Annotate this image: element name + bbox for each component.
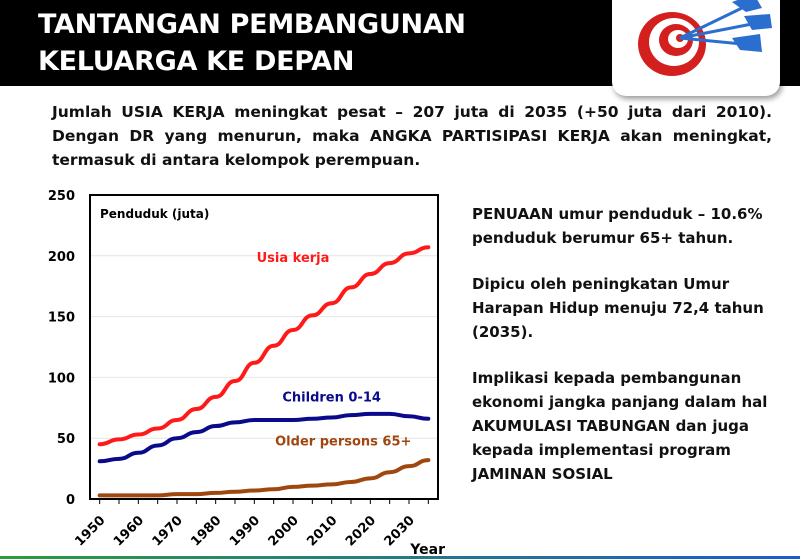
bottom-rule — [0, 556, 800, 559]
y-tick-label: 200 — [48, 250, 75, 265]
note-implications: Implikasi kepada pembangunan ekonomi jan… — [472, 369, 768, 483]
series-label: Older persons 65+ — [275, 434, 411, 449]
side-notes: PENUAAN umur penduduk – 10.6% penduduk b… — [472, 202, 782, 508]
x-tick-label: 2000 — [266, 513, 302, 549]
x-tick-label: 1950 — [72, 513, 108, 549]
y-tick-label: 250 — [48, 189, 75, 204]
x-axis-label: Year — [409, 542, 445, 558]
series-line — [97, 245, 431, 447]
plot-frame — [89, 194, 439, 500]
series-label: Children 0-14 — [282, 391, 381, 406]
x-tick-label: 1970 — [150, 513, 186, 549]
series-line — [97, 458, 431, 498]
x-tick-label: 2020 — [343, 513, 379, 549]
note-aging: PENUAAN umur penduduk – 10.6% penduduk b… — [472, 205, 763, 247]
y-tick-label: 100 — [48, 371, 75, 386]
intro-line: Dengan DR yang menurun, maka ANGKA PARTI… — [52, 127, 772, 145]
intro-line: Jumlah USIA KERJA meningkat pesat – 207 … — [52, 103, 772, 121]
note-life-expectancy: Dipicu oleh peningkatan Umur Harapan Hid… — [472, 275, 764, 341]
series-line — [97, 411, 431, 464]
intro-text: Jumlah USIA KERJA meningkat pesat – 207 … — [52, 100, 772, 172]
x-tick-label: 2010 — [304, 513, 340, 549]
y-tick-label: 0 — [66, 493, 75, 508]
x-tick-label: 1960 — [111, 513, 147, 549]
y-tick-label: 150 — [48, 311, 75, 326]
intro-line: termasuk di antara kelompok perempuan. — [52, 151, 421, 169]
y-tick-label: 50 — [57, 432, 75, 447]
series-label: Usia kerja — [257, 251, 330, 266]
slide-title: TANTANGAN PEMBANGUNAN KELUARGA KE DEPAN — [38, 9, 466, 77]
x-tick-label: 1980 — [188, 513, 224, 549]
target-darts-icon — [612, 0, 780, 96]
x-tick-label: 1990 — [227, 513, 263, 549]
chart-title: Penduduk (juta) — [100, 207, 209, 221]
population-line-chart: Penduduk (juta) Usia kerja Children 0-14 O… — [48, 189, 445, 558]
